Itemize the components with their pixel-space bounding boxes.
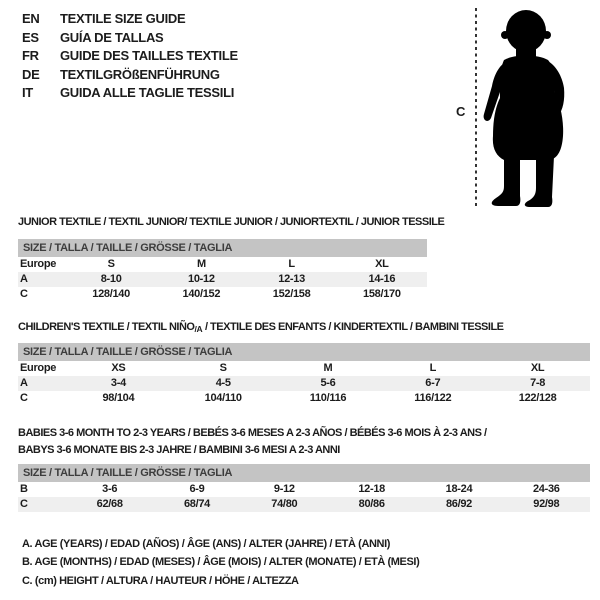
table-row: C 62/68 68/74 74/80 80/86 86/92 92/98 bbox=[18, 497, 590, 512]
babies-textile-section: BABIES 3-6 MONTH TO 2-3 YEARS / BEBÉS 3-… bbox=[18, 425, 590, 512]
table-cell: L bbox=[288, 258, 295, 270]
table-cell: 6-7 bbox=[425, 377, 441, 389]
table-cell: 8-10 bbox=[100, 273, 122, 285]
babies-table-title: BABIES 3-6 MONTH TO 2-3 YEARS / BEBÉS 3-… bbox=[18, 425, 590, 464]
measurement-legend: A. AGE (YEARS) / EDAD (AÑOS) / ÂGE (ANS)… bbox=[22, 535, 420, 590]
language-row-es: ES GUÍA DE TALLAS bbox=[22, 29, 238, 48]
table-cell: L bbox=[429, 362, 437, 374]
row-label: C bbox=[20, 498, 28, 510]
baby-silhouette-icon bbox=[475, 8, 565, 208]
language-list: EN TEXTILE SIZE GUIDE ES GUÍA DE TALLAS … bbox=[22, 10, 238, 103]
table-cell: 12-13 bbox=[278, 273, 305, 285]
table-cell: 18-24 bbox=[445, 483, 473, 495]
table-cell: M bbox=[323, 362, 333, 374]
language-code: DE bbox=[22, 66, 40, 82]
junior-textile-section: JUNIOR TEXTILE / TEXTIL JUNIOR/ TEXTILE … bbox=[18, 216, 445, 302]
table-cell: 24-36 bbox=[532, 483, 560, 495]
table-cell: 62/68 bbox=[96, 498, 123, 510]
table-cell: 92/98 bbox=[533, 498, 560, 510]
table-cell: XL bbox=[530, 362, 545, 374]
guide-title-es: GUÍA DE TALLAS bbox=[60, 29, 164, 45]
table-cell: 4-5 bbox=[215, 377, 231, 389]
legend-line-c: C. (cm) HEIGHT / ALTURA / HAUTEUR / HÖHE… bbox=[22, 574, 299, 587]
language-code: FR bbox=[22, 48, 39, 63]
language-row-fr: FR GUIDE DES TAILLES TEXTILE bbox=[22, 47, 238, 66]
children-textile-section: CHILDREN'S TEXTILE / TEXTIL NIÑO/A / TEX… bbox=[18, 321, 590, 406]
children-title-rest: / TEXTILE DES ENFANTS / KINDERTEXTIL / B… bbox=[202, 321, 504, 333]
table-cell: 14-16 bbox=[368, 273, 396, 285]
row-label: Europe bbox=[20, 362, 57, 374]
table-cell: 9-12 bbox=[273, 483, 295, 495]
table-cell: XS bbox=[111, 362, 126, 374]
legend-line-b: B. AGE (MONTHS) / EDAD (MESES) / ÂGE (MO… bbox=[22, 556, 420, 569]
table-cell: 128/140 bbox=[92, 288, 130, 300]
row-label: C bbox=[20, 392, 28, 404]
table-cell: 74/80 bbox=[271, 498, 298, 510]
table-cell: 6-9 bbox=[189, 483, 205, 495]
table-cell: 116/122 bbox=[414, 392, 452, 404]
table-cell: 80/86 bbox=[358, 498, 385, 510]
language-code: IT bbox=[22, 85, 33, 100]
language-row-en: EN TEXTILE SIZE GUIDE bbox=[22, 10, 238, 29]
table-cell: 110/116 bbox=[309, 392, 347, 404]
babies-size-table: B 3-6 6-9 9-12 12-18 18-24 24-36 C 62/68 68/74 74/… bbox=[18, 482, 590, 512]
table-row: B 3-6 6-9 9-12 12-18 18-24 24-36 bbox=[18, 482, 590, 497]
table-cell: 98/104 bbox=[102, 392, 135, 404]
guide-title-fr: GUIDE DES TAILLES TEXTILE bbox=[60, 48, 238, 63]
children-title-main: CHILDREN'S TEXTILE / TEXTIL NIÑO bbox=[18, 321, 195, 333]
guide-title-de: TEXTILGRÖßENFÜHRUNG bbox=[60, 66, 220, 82]
row-label: A bbox=[20, 273, 28, 285]
babies-title-line1: BABIES 3-6 MONTH TO 2-3 YEARS / BEBÉS 3-… bbox=[18, 427, 487, 439]
table-cell: M bbox=[196, 258, 206, 270]
table-cell: 3-6 bbox=[102, 483, 118, 495]
table-row: Europe XS S M L XL bbox=[18, 361, 590, 376]
language-code: EN bbox=[22, 11, 40, 26]
table-cell: S bbox=[107, 258, 115, 270]
table-cell: 68/74 bbox=[183, 498, 210, 510]
language-row-it: IT GUIDA ALLE TAGLIE TESSILI bbox=[22, 84, 238, 103]
size-header-bar: SIZE / TALLA / TAILLE / GRÖSSE / TAGLIA bbox=[18, 464, 590, 482]
language-code: ES bbox=[22, 29, 39, 45]
size-header-bar: SIZE / TALLA / TAILLE / GRÖSSE / TAGLIA bbox=[18, 343, 590, 361]
size-header-bar: SIZE / TALLA / TAILLE / GRÖSSE / TAGLIA bbox=[18, 239, 427, 257]
babies-title-line2: BABYS 3-6 MONATE BIS 2-3 JAHRE / BAMBINI… bbox=[18, 444, 340, 456]
table-cell: 10-12 bbox=[188, 273, 215, 285]
junior-size-table: Europe S M L XL A 8-10 10-12 12-13 14-16 C 128/140 1… bbox=[18, 257, 427, 302]
table-cell: 3-4 bbox=[110, 377, 126, 389]
table-cell: 12-18 bbox=[358, 483, 385, 495]
language-row-de: DE TEXTILGRÖßENFÜHRUNG bbox=[22, 66, 238, 85]
table-cell: 152/158 bbox=[272, 288, 311, 300]
table-row: A 3-4 4-5 5-6 6-7 7-8 bbox=[18, 376, 590, 391]
legend-line-a: A. AGE (YEARS) / EDAD (AÑOS) / ÂGE (ANS)… bbox=[22, 538, 390, 550]
junior-table-title: JUNIOR TEXTILE / TEXTIL JUNIOR/ TEXTILE … bbox=[18, 216, 445, 228]
row-label: A bbox=[20, 377, 28, 389]
table-row: Europe S M L XL bbox=[18, 257, 427, 272]
table-cell: XL bbox=[375, 258, 389, 270]
table-cell: 7-8 bbox=[530, 377, 546, 389]
table-cell: 122/128 bbox=[518, 392, 557, 404]
children-title-subscript: /A bbox=[194, 324, 203, 334]
row-label: C bbox=[20, 288, 28, 300]
table-cell: 104/110 bbox=[204, 392, 242, 404]
row-label: B bbox=[20, 483, 28, 495]
table-row: C 128/140 140/152 152/158 158/170 bbox=[18, 287, 427, 302]
table-cell: 5-6 bbox=[320, 377, 336, 389]
table-row: A 8-10 10-12 12-13 14-16 bbox=[18, 272, 427, 287]
children-table-title: CHILDREN'S TEXTILE / TEXTIL NIÑO/A / TEX… bbox=[18, 321, 590, 343]
table-row: C 98/104 104/110 110/116 116/122 122/128 bbox=[18, 391, 590, 406]
height-measure-label: C bbox=[456, 104, 466, 119]
guide-title-en: TEXTILE SIZE GUIDE bbox=[60, 11, 186, 26]
table-cell: S bbox=[219, 362, 227, 374]
table-cell: 158/170 bbox=[363, 288, 401, 300]
table-cell: 86/92 bbox=[445, 498, 472, 510]
guide-title-it: GUIDA ALLE TAGLIE TESSILI bbox=[60, 85, 235, 100]
children-size-table: Europe XS S M L XL A 3-4 4-5 5-6 6-7 7-8 C 98/104 104/… bbox=[18, 361, 590, 406]
table-cell: 140/152 bbox=[182, 288, 221, 300]
row-label: Europe bbox=[20, 258, 57, 270]
